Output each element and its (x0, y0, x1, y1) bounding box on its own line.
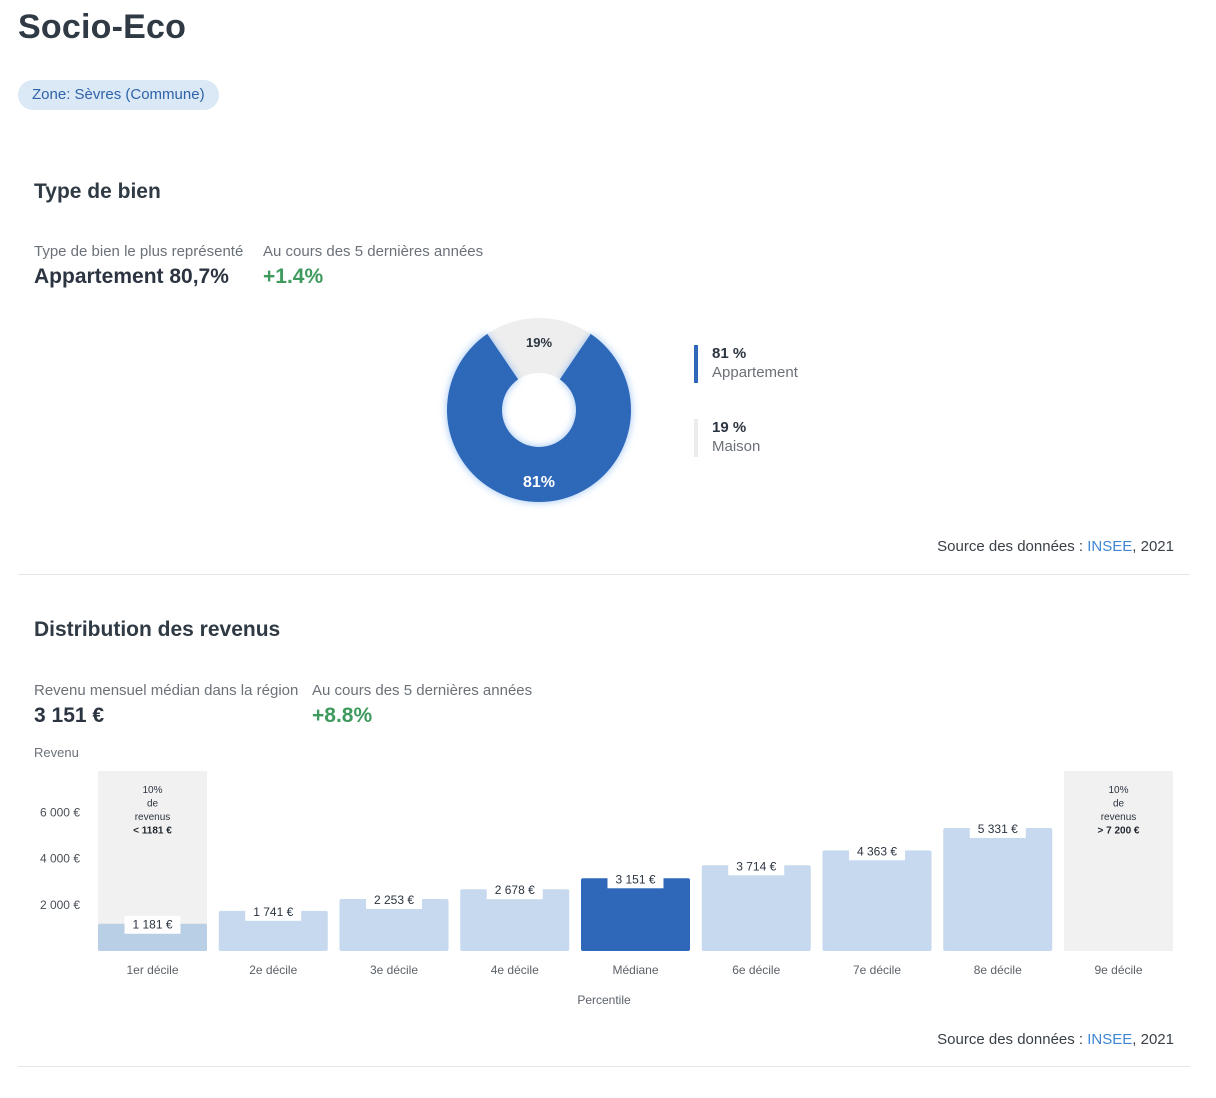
legend-maison: 19 % Maison (694, 419, 760, 457)
value-label-bg (366, 891, 422, 910)
legend-appartement: 81 % Appartement (694, 345, 798, 383)
type-kpi-value: Appartement 80,7% (34, 265, 229, 288)
revenu-kpi-label: Revenu mensuel médian dans la région (34, 682, 299, 699)
x-tick-1er-decile: 1er décile (126, 963, 178, 977)
y-axis-label: Revenu (34, 745, 79, 760)
bar-6e-decile[interactable] (701, 865, 811, 951)
x-tick-8e-decile: 8e décile (974, 963, 1022, 977)
bar-3e-decile[interactable] (339, 899, 449, 951)
donut-chart: 81% 19% (447, 318, 631, 502)
donut-label-appartement: 81% (523, 474, 555, 491)
type-delta-label: Au cours des 5 dernières années (263, 243, 484, 260)
section-divider (18, 574, 1190, 575)
legend-appartement-pct: 81 % (712, 345, 747, 362)
value-label-mediane: 3 151 € (615, 872, 655, 886)
x-tick-4e-decile: 4e décile (491, 963, 539, 977)
annotation-text: de (147, 799, 159, 810)
bar-2e-decile[interactable] (218, 910, 328, 951)
annotation-band-9e-decile (1064, 771, 1173, 951)
value-label-bg (849, 842, 905, 861)
value-label-4e-decile: 2 678 € (495, 883, 535, 897)
y-tick-label: 4 000 € (40, 852, 80, 866)
type-source-prefix: Source des données : (937, 538, 1088, 555)
value-label-bg (245, 902, 302, 921)
x-tick-7e-decile: 7e décile (853, 963, 901, 977)
section-divider-bottom (18, 1066, 1190, 1067)
page-title: Socio-Eco (18, 8, 187, 46)
value-label-7e-decile: 4 363 € (857, 844, 897, 858)
revenu-source-suffix: , 2021 (1132, 1031, 1174, 1048)
bar-7e-decile[interactable] (822, 850, 932, 951)
legend-appartement-label: Appartement (712, 364, 798, 381)
bar-4e-decile[interactable] (460, 889, 570, 951)
revenu-source: Source des données : INSEE, 2021 (937, 1031, 1174, 1048)
revenu-source-prefix: Source des données : (937, 1031, 1088, 1048)
revenu-delta-value: +8.8% (312, 704, 373, 727)
donut-label-maison: 19% (526, 335, 552, 350)
annotation-text: de (1113, 799, 1125, 810)
bar-8e-decile[interactable] (943, 827, 1053, 951)
zone-filter-chip[interactable]: Zone: Sèvres (Commune) (18, 80, 219, 110)
value-label-bg (607, 870, 664, 889)
revenu-source-link[interactable]: INSEE (1087, 1031, 1133, 1048)
value-label-6e-decile: 3 714 € (736, 859, 776, 873)
value-label-bg (124, 915, 181, 934)
type-kpi-label: Type de bien le plus représenté (34, 243, 244, 260)
legend-maison-pct: 19 % (712, 419, 747, 436)
donut-slice-appartement[interactable] (447, 333, 631, 502)
revenu-kpi-value: 3 151 € (34, 704, 105, 727)
y-tick-label: 6 000 € (40, 806, 80, 820)
revenu-delta-label: Au cours des 5 dernières années (312, 682, 533, 699)
annotation-threshold: > 7 200 € (1098, 826, 1140, 837)
y-tick-label: 2 000 € (40, 898, 80, 912)
annotation-text: revenus (135, 812, 171, 823)
value-label-2e-decile: 1 741 € (253, 905, 293, 919)
x-tick-9e-decile: 9e décile (1094, 963, 1142, 977)
distribution-title: Distribution des revenus (34, 618, 281, 641)
x-tick-2e-decile: 2e décile (249, 963, 297, 977)
legend-maison-label: Maison (712, 438, 761, 455)
revenue-bar-chart: 2 000 € 4 000 € 6 000 € 10% de revenus < 1181 … (40, 771, 1173, 1007)
value-label-1er-decile: 1 181 € (132, 918, 172, 932)
type-source-suffix: , 2021 (1132, 538, 1174, 555)
annotation-text: revenus (1101, 812, 1137, 823)
x-tick-3e-decile: 3e décile (370, 963, 418, 977)
type-de-bien-title: Type de bien (34, 180, 161, 203)
value-label-bg (486, 881, 543, 900)
annotation-text: 10% (142, 785, 162, 796)
type-source-link[interactable]: INSEE (1087, 538, 1133, 555)
type-delta-value: +1.4% (263, 265, 324, 288)
value-label-bg (969, 819, 1026, 838)
x-tick-6e-decile: 6e décile (732, 963, 780, 977)
annotation-text: 10% (1108, 785, 1128, 796)
value-label-3e-decile: 2 253 € (374, 893, 414, 907)
x-axis-label: Percentile (577, 993, 631, 1007)
donut-slice-maison[interactable] (487, 318, 591, 380)
value-label-bg (728, 857, 785, 876)
x-tick-mediane: Médiane (612, 963, 658, 977)
annotation-threshold: < 1181 € (133, 826, 172, 837)
bar-mediane[interactable] (581, 878, 690, 951)
type-source: Source des données : INSEE, 2021 (937, 538, 1174, 555)
value-label-8e-decile: 5 331 € (978, 822, 1018, 836)
